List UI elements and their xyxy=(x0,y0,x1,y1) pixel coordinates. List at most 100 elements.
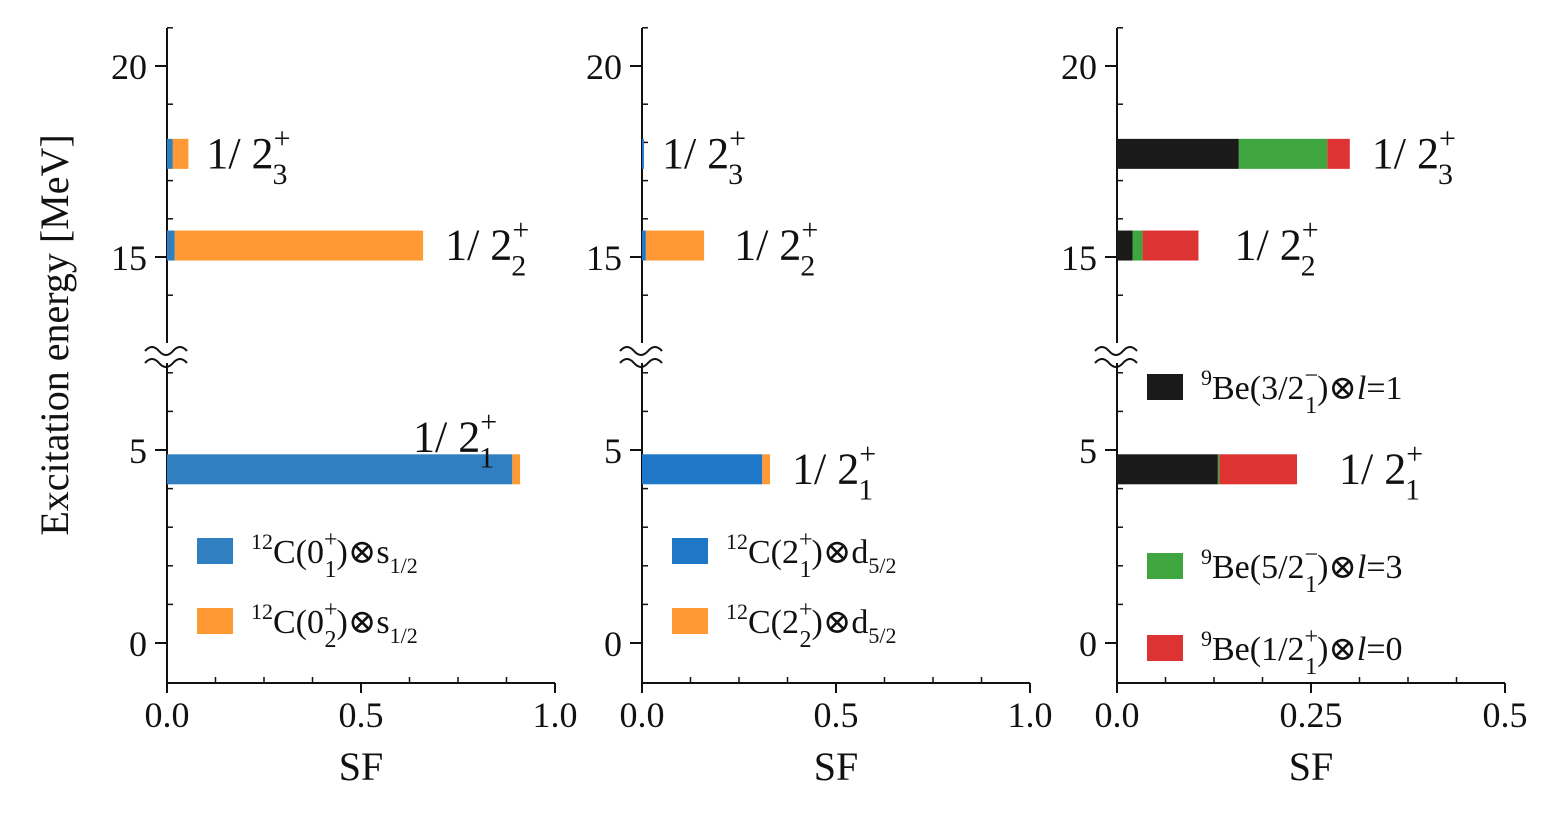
legend-post: )⊗s xyxy=(337,604,390,641)
legend-pre: 9 xyxy=(1201,544,1212,569)
legend-label: 9Be(5/2− 1)⊗l=3 xyxy=(1201,542,1403,598)
bar-segment-1/2+1-2 xyxy=(1217,454,1220,485)
legend-label: 12C(0+ 1)⊗s1/2 xyxy=(251,527,418,583)
legend-sup: − xyxy=(1305,542,1319,568)
legend-sub: 1 xyxy=(325,557,337,583)
state-label-1/2+2: 1/ 2+ 2 xyxy=(445,214,529,283)
state-label-1/2+3: 1/ 2+ 3 xyxy=(1372,122,1456,191)
bar-segment-1/2+3-3 xyxy=(1327,138,1350,169)
legend-sub: 1 xyxy=(800,557,812,583)
legend-sup: + xyxy=(324,597,338,623)
state-label-sub: 3 xyxy=(728,158,743,191)
state-label-sub: 1 xyxy=(1405,473,1420,506)
state-label-1/2+3: 1/ 2+ 3 xyxy=(206,122,290,191)
legend-entry-1: 9Be(3/2− 1)⊗l=1 xyxy=(1147,363,1403,419)
legend-entry-2: 12C(2+ 2)⊗d5/2 xyxy=(672,597,896,653)
legend-post: )⊗d xyxy=(812,534,869,571)
legend-tail-sub: 5/2 xyxy=(868,553,896,578)
legend-swatch xyxy=(672,538,708,564)
legend-swatch xyxy=(197,538,233,564)
state-label-main: 1/ 2 xyxy=(1234,221,1301,270)
x-tick-label: 0.0 xyxy=(145,695,190,735)
x-tick-label: 1.0 xyxy=(1008,695,1053,735)
legend-pre: 12 xyxy=(251,529,273,554)
bar-segment-1/2+1-1 xyxy=(167,454,513,485)
legend-main: C(0 xyxy=(273,604,324,641)
state-label-1/2+1: 1/ 2+ 1 xyxy=(792,437,876,506)
state-label-sub: 2 xyxy=(511,250,526,283)
legend-label: 12C(2+ 2)⊗d5/2 xyxy=(726,597,896,653)
legend-sub: 2 xyxy=(325,627,337,653)
axis-break-mark xyxy=(144,344,188,368)
x-tick-label: 0.0 xyxy=(620,695,665,735)
bar-segment-1/2+2-2 xyxy=(645,230,705,261)
bar-segment-1/2+1-1 xyxy=(1117,454,1218,485)
legend-tail-sub: 1/2 xyxy=(390,623,418,648)
legend-tail: =1 xyxy=(1366,370,1402,407)
x-tick-label: 1.0 xyxy=(533,695,578,735)
state-label-sub: 3 xyxy=(272,158,287,191)
legend-sub: 1 xyxy=(1305,654,1317,680)
legend-entry-1: 12C(2+ 1)⊗d5/2 xyxy=(672,527,896,583)
state-label-1/2+1: 1/ 2+ 1 xyxy=(1339,437,1423,506)
state-label-sup: + xyxy=(512,214,529,247)
state-label-sub: 2 xyxy=(800,250,815,283)
legend-tail-sub: 1/2 xyxy=(390,553,418,578)
y-tick-label: 15 xyxy=(1061,238,1097,278)
bar-segment-1/2+3-1 xyxy=(642,138,644,169)
legend-italic: l xyxy=(1357,631,1366,668)
state-label-sup: + xyxy=(1439,122,1456,155)
legend-sub: 1 xyxy=(1305,572,1317,598)
y-tick-label: 20 xyxy=(1061,47,1097,87)
legend-main: Be(1/2 xyxy=(1212,631,1305,668)
legend-label: 9Be(3/2− 1)⊗l=1 xyxy=(1201,363,1403,419)
legend-pre: 12 xyxy=(726,599,748,624)
legend-sub: 1 xyxy=(1305,393,1317,419)
bar-segment-1/2+2-1 xyxy=(1117,230,1133,261)
state-label-sup: + xyxy=(480,405,497,438)
bar-segment-1/2+2-3 xyxy=(1142,230,1199,261)
bar-segment-1/2+1-1 xyxy=(642,454,763,485)
x-axis-title: SF xyxy=(1289,744,1334,789)
legend-main: Be(5/2 xyxy=(1212,549,1305,586)
y-tick-label: 5 xyxy=(129,431,147,471)
state-label-sub: 3 xyxy=(1438,158,1453,191)
state-label-1/2+3: 1/ 2+ 3 xyxy=(662,122,746,191)
legend-sup: + xyxy=(1305,624,1319,650)
legend-main: C(2 xyxy=(748,534,799,571)
x-axis-title: SF xyxy=(814,744,859,789)
bar-segment-1/2+1-2 xyxy=(762,454,771,485)
legend-swatch xyxy=(1147,374,1183,400)
bar-segment-1/2+1-3 xyxy=(1219,454,1298,485)
legend-sup: + xyxy=(799,527,813,553)
legend-swatch xyxy=(197,608,233,634)
legend-entry-2: 9Be(5/2− 1)⊗l=3 xyxy=(1147,542,1403,598)
state-label-sup: + xyxy=(801,214,818,247)
state-label-main: 1/ 2 xyxy=(206,129,273,178)
legend-tail-sub: 5/2 xyxy=(868,623,896,648)
state-label-1/2+1: 1/ 2+ 1 xyxy=(413,405,497,474)
x-tick-label: 0.25 xyxy=(1280,695,1343,735)
legend-swatch xyxy=(1147,635,1183,661)
state-label-1/2+2: 1/ 2+ 2 xyxy=(1234,214,1318,283)
bar-segment-1/2+2-1 xyxy=(167,230,175,261)
bar-segment-1/2+2-2 xyxy=(1132,230,1143,261)
legend-sup: + xyxy=(799,597,813,623)
legend-label: 12C(0+ 2)⊗s1/2 xyxy=(251,597,418,653)
legend-entry-1: 12C(0+ 1)⊗s1/2 xyxy=(197,527,418,583)
legend-sup: + xyxy=(324,527,338,553)
legend-swatch xyxy=(672,608,708,634)
legend-tail: =3 xyxy=(1366,549,1402,586)
legend-label: 9Be(1/2+ 1)⊗l=0 xyxy=(1201,624,1403,680)
state-label-1/2+2: 1/ 2+ 2 xyxy=(734,214,818,283)
x-axis-title: SF xyxy=(339,744,384,789)
state-label-main: 1/ 2 xyxy=(734,221,801,270)
bar-segment-1/2+3-1 xyxy=(1117,138,1239,169)
y-tick-label: 15 xyxy=(111,238,147,278)
state-label-main: 1/ 2 xyxy=(1339,444,1406,493)
y-tick-label: 5 xyxy=(604,431,622,471)
legend-italic: l xyxy=(1357,370,1366,407)
legend-main: C(0 xyxy=(273,534,324,571)
